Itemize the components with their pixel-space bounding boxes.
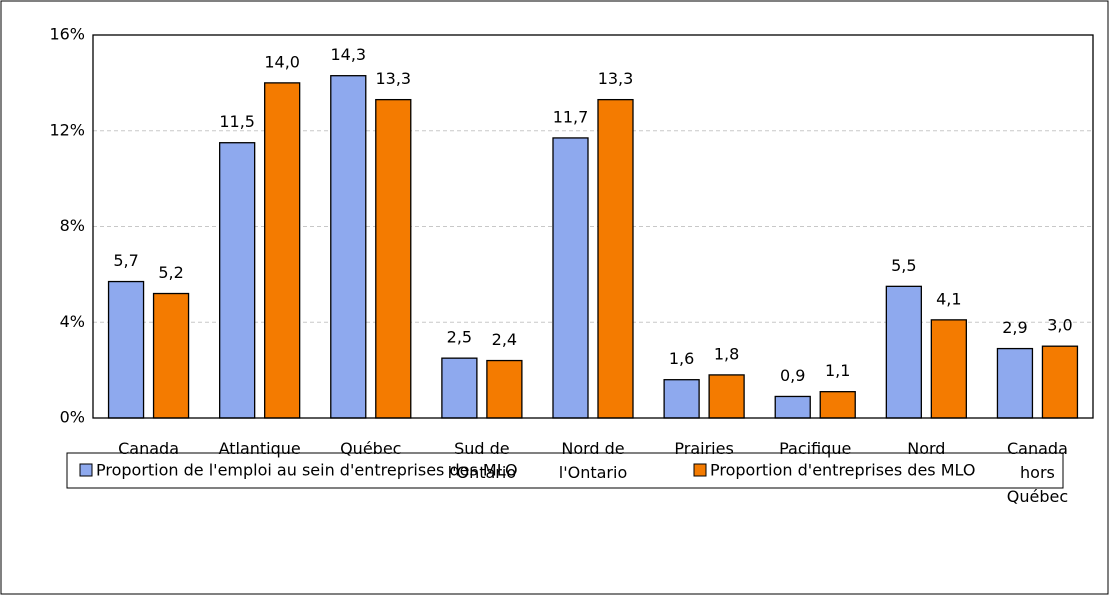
x-tick-label: Nord de l'Ontario	[559, 439, 627, 482]
bar	[663, 379, 700, 419]
data-label: 13,3	[375, 69, 411, 88]
y-tick-label: 8%	[60, 216, 85, 235]
data-label: 13,3	[598, 69, 634, 88]
data-label: 11,7	[553, 107, 589, 126]
bar	[708, 374, 745, 419]
plot-border	[92, 34, 1094, 419]
data-label: 5,2	[158, 263, 183, 282]
y-tick-label: 16%	[49, 25, 85, 44]
x-tick-label: Québec	[340, 439, 401, 458]
x-tick-label: Atlantique	[219, 439, 301, 458]
data-label: 11,5	[219, 112, 255, 131]
legend-box	[66, 452, 1064, 489]
data-label: 5,5	[891, 256, 916, 275]
x-tick-label: Pacifique	[779, 439, 851, 458]
data-label: 2,4	[492, 330, 517, 349]
bar	[774, 395, 811, 419]
bar	[330, 75, 367, 419]
legend-label: Proportion de l'emploi au sein d'entrepr…	[96, 461, 518, 480]
data-label: 14,0	[264, 52, 300, 71]
x-tick-label: Sud de l'Ontario	[448, 439, 516, 482]
bar	[264, 82, 301, 419]
bar	[219, 142, 256, 419]
data-label: 1,8	[714, 344, 739, 363]
bar	[486, 359, 523, 419]
bar	[930, 319, 967, 419]
data-label: 1,1	[825, 361, 850, 380]
y-tick-label: 0%	[60, 408, 85, 427]
x-tick-label: Nord	[907, 439, 945, 458]
bar	[441, 357, 478, 419]
data-label: 1,6	[669, 349, 694, 368]
bar	[597, 98, 634, 419]
data-label: 3,0	[1047, 316, 1072, 335]
x-tick-label: Canada hors Québec	[1007, 439, 1068, 506]
x-tick-label: Prairies	[674, 439, 733, 458]
bar	[375, 98, 412, 419]
data-label: 2,9	[1002, 318, 1027, 337]
data-label: 14,3	[330, 45, 366, 64]
bar	[107, 280, 145, 419]
x-tick-label: Canada	[118, 439, 179, 458]
bar	[885, 285, 922, 419]
data-label: 0,9	[780, 366, 805, 385]
data-label: 2,5	[447, 328, 472, 347]
legend-swatch	[693, 463, 707, 477]
legend-label: Proportion d'entreprises des MLO	[710, 461, 975, 480]
y-tick-label: 4%	[60, 312, 85, 331]
bar	[152, 292, 190, 419]
y-tick-label: 12%	[49, 120, 85, 139]
bar	[552, 137, 589, 419]
data-label: 4,1	[936, 289, 961, 308]
bar	[996, 347, 1034, 419]
bar	[1041, 345, 1079, 419]
legend-swatch	[79, 463, 93, 477]
data-label: 5,7	[113, 251, 138, 270]
bar	[819, 391, 856, 419]
